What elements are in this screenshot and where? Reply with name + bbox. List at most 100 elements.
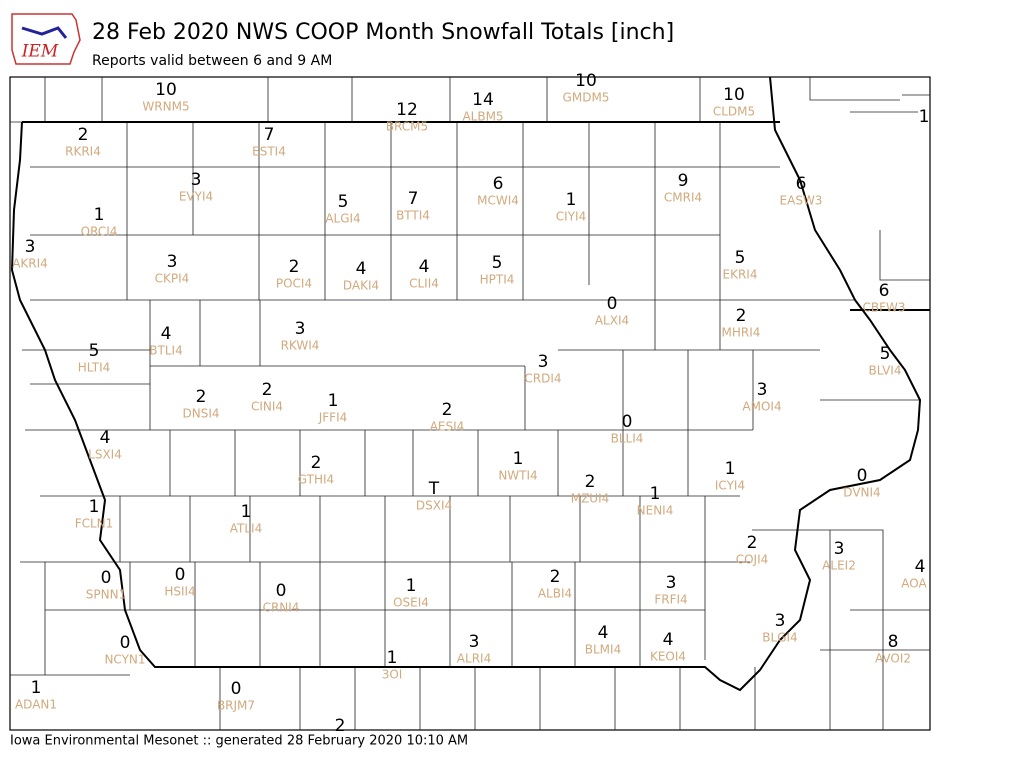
station-id: GMDM5	[563, 91, 610, 105]
station-value: 1	[650, 484, 661, 504]
station-value: 2	[78, 125, 89, 145]
station-value: 2	[442, 400, 453, 420]
station-id: BLVI4	[869, 364, 902, 378]
station-id: AESI4	[430, 420, 465, 434]
station-value: 0	[607, 294, 618, 314]
station-value: 0	[622, 412, 633, 432]
station-value: 3	[191, 170, 202, 190]
county-lines	[10, 77, 930, 730]
station-id: MHRI4	[722, 326, 761, 340]
station-id: EASW3	[780, 194, 823, 208]
station-id: ALBM5	[462, 110, 503, 124]
station-value: 8	[888, 632, 899, 652]
station-value: T	[428, 479, 440, 499]
station-id: GTHI4	[298, 473, 334, 487]
station-id: ADAN1	[15, 698, 57, 712]
station-id: CBFW3	[862, 301, 905, 315]
station-id: HPTI4	[480, 273, 515, 287]
subtitle: Reports valid between 6 and 9 AM	[92, 53, 332, 69]
station-id: BRJM7	[217, 699, 255, 713]
station-value: 6	[796, 174, 807, 194]
station-id: NWTI4	[498, 469, 537, 483]
station-id: RKWI4	[281, 339, 320, 353]
station-value: 4	[100, 428, 111, 448]
station-value: 2	[311, 453, 322, 473]
station-value: 4	[598, 623, 609, 643]
station-value: 14	[472, 90, 494, 110]
station-id: BLGI4	[762, 631, 797, 645]
footer: Iowa Environmental Mesonet :: generated …	[10, 734, 468, 749]
station-value: 3	[538, 352, 549, 372]
station-value: 1	[94, 205, 105, 225]
station-value: 2	[550, 567, 561, 587]
logo-text: IEM	[21, 42, 59, 62]
station-value: 1	[241, 502, 252, 522]
station-id: HSII4	[164, 585, 195, 599]
station-value: 2	[736, 306, 747, 326]
station-value: 5	[735, 248, 746, 268]
station-id: AKRI4	[12, 257, 48, 271]
station-value: 1	[31, 678, 42, 698]
station-value: 4	[915, 557, 926, 577]
station-value: 3	[167, 252, 178, 272]
station-value: 5	[89, 341, 100, 361]
station-id: CINI4	[251, 400, 283, 414]
station-id: BRCM5	[386, 120, 428, 134]
station-value: 9	[678, 171, 689, 191]
station-value: 5	[492, 253, 503, 273]
station-value: 2	[262, 380, 273, 400]
station-id: ALEI2	[822, 559, 856, 573]
station-id: AMOI4	[742, 400, 781, 414]
station-id: ESTI4	[252, 145, 286, 159]
station-value: 10	[575, 71, 597, 91]
station-id: EVYI4	[179, 190, 213, 204]
station-id: FCLN1	[75, 517, 114, 531]
station-id: WRNM5	[142, 100, 189, 114]
station-value: 0	[857, 466, 868, 486]
station-id: ATLI4	[230, 522, 262, 536]
logo-shape	[11, 13, 81, 65]
station-id: CRNI4	[263, 601, 300, 615]
station-id: RKRI4	[65, 145, 101, 159]
station-id: COJI4	[736, 553, 769, 567]
station-id: AVOI2	[875, 652, 911, 666]
station-value: 1	[566, 190, 577, 210]
station-value: 0	[175, 565, 186, 585]
station-value: 10	[155, 80, 177, 100]
station-id: CLII4	[409, 277, 439, 291]
station-id: DAKI4	[343, 279, 379, 293]
station-id: ALGI4	[325, 212, 360, 226]
map-frame	[9, 76, 931, 731]
station-value: 7	[408, 189, 419, 209]
station-value: 1	[328, 391, 339, 411]
station-value: 4	[419, 257, 430, 277]
station-value: 1	[89, 497, 100, 517]
station-value: 4	[161, 324, 172, 344]
station-value: 0	[120, 633, 131, 653]
station-id: CRDI4	[524, 372, 561, 386]
station-id: 3OI	[382, 668, 403, 682]
station-id: CMRI4	[664, 191, 702, 205]
station-value: 3	[666, 573, 677, 593]
station-value: 0	[101, 568, 112, 588]
station-id: POCI4	[276, 277, 312, 291]
station-id: LSXI4	[88, 448, 122, 462]
station-id: SPNN1	[86, 588, 126, 602]
station-value: 5	[880, 344, 891, 364]
station-id: MCWI4	[477, 194, 519, 208]
station-id: BTLI4	[149, 344, 182, 358]
station-id: ALRI4	[457, 652, 491, 666]
station-value: 0	[231, 679, 242, 699]
station-value: 4	[663, 630, 674, 650]
station-value: 2	[585, 472, 596, 492]
station-id: AOA	[901, 577, 927, 591]
station-value: 3	[757, 380, 768, 400]
station-id: CIYI4	[556, 210, 586, 224]
logo-stroke	[21, 26, 68, 39]
station-id: ALBI4	[538, 587, 572, 601]
station-id: CKPI4	[155, 272, 190, 286]
title: 28 Feb 2020 NWS COOP Month Snowfall Tota…	[92, 20, 674, 45]
